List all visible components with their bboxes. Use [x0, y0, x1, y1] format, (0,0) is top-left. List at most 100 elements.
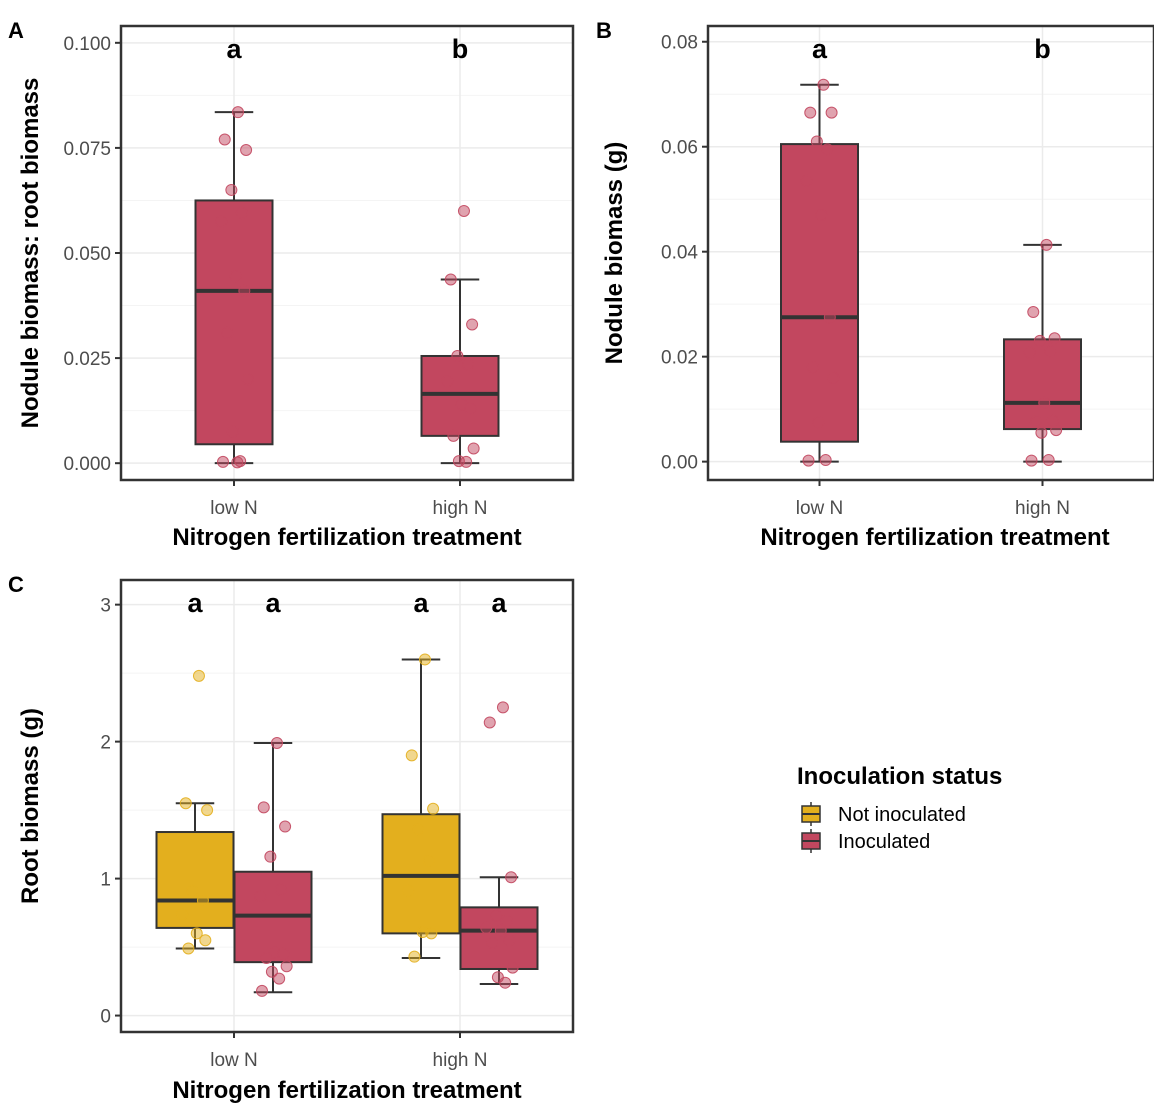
box: [155, 831, 235, 929]
data-point: [231, 106, 244, 119]
data-point: [1025, 454, 1038, 467]
data-point: [176, 908, 189, 921]
data-point: [464, 402, 477, 415]
y-tick-label: 0.050: [63, 244, 111, 265]
data-point: [277, 947, 290, 960]
data-point: [486, 936, 499, 949]
legend-key-not-inoculated: [801, 802, 821, 826]
panel-a: a b 0.000 0.025 0.050 0.075 0.100 low N high N Ni…: [8, 18, 575, 551]
data-point: [503, 934, 516, 947]
panel-letter: A: [8, 18, 24, 43]
x-tick-label: low N: [796, 498, 844, 519]
data-point: [496, 701, 509, 714]
data-point: [215, 215, 228, 228]
data-point: [425, 927, 438, 940]
data-point: [273, 972, 286, 985]
data-point: [225, 183, 238, 196]
y-tick-label: 0.000: [63, 454, 111, 475]
data-point: [402, 884, 415, 897]
data-point: [1050, 424, 1063, 437]
y-tick-label: 0.00: [661, 453, 698, 474]
y-tick-label: 0.075: [63, 139, 111, 160]
data-point: [1048, 332, 1061, 345]
data-point: [505, 871, 518, 884]
x-axis-title: Nitrogen fertilization treatment: [172, 524, 521, 551]
box: [194, 199, 274, 446]
data-point: [256, 984, 268, 997]
data-point: [182, 942, 195, 955]
y-tick-label: 0.025: [63, 349, 111, 370]
data-point: [447, 429, 460, 442]
significance-letter: b: [452, 34, 469, 64]
data-point: [241, 373, 254, 386]
data-point: [825, 106, 838, 119]
data-point: [186, 884, 199, 897]
data-point: [1029, 415, 1042, 428]
x-axis-title: Nitrogen fertilization treatment: [760, 524, 1109, 551]
significance-letter: a: [491, 588, 507, 618]
data-point: [218, 133, 231, 146]
data-point: [802, 454, 815, 467]
data-point: [422, 854, 435, 867]
data-point: [238, 284, 251, 297]
data-point: [480, 921, 493, 934]
data-point: [460, 455, 473, 468]
data-point: [817, 78, 830, 91]
y-tick-label: 0.04: [661, 243, 698, 264]
data-point: [226, 425, 239, 438]
legend-label-inoculated: Inoculated: [838, 831, 930, 853]
panel-border: [119, 578, 575, 1034]
data-point: [1038, 396, 1051, 409]
panel-c: a a a a 0 1 2 3 low N high N Nitrogen fertilizatio…: [8, 572, 575, 1103]
data-point: [405, 749, 418, 762]
significance-letter: b: [1034, 34, 1051, 64]
data-point: [196, 894, 209, 907]
data-point: [800, 174, 813, 187]
data-point: [412, 823, 425, 836]
data-point: [229, 270, 242, 283]
data-point: [461, 358, 474, 371]
data-point: [254, 890, 267, 903]
data-point: [1023, 346, 1036, 359]
y-axis-title: Nodule biomass (g): [601, 142, 628, 365]
y-tick-label: 0.100: [63, 34, 111, 55]
y-axis-title: Nodule biomass: root biomass: [17, 78, 44, 429]
data-point: [260, 952, 273, 965]
data-point: [280, 960, 293, 973]
significance-letter: a: [812, 34, 828, 64]
data-point: [179, 797, 192, 810]
data-point: [221, 326, 234, 339]
data-point: [815, 208, 828, 221]
box: [381, 813, 461, 935]
panel-b: a b 0.00 0.02 0.04 0.06 0.08 low N high N Nitroge…: [596, 18, 1154, 551]
x-tick-label: low N: [210, 498, 258, 519]
y-tick-label: 1: [100, 870, 111, 891]
data-point: [1044, 345, 1057, 358]
data-point: [231, 456, 244, 469]
data-point: [810, 135, 823, 148]
data-point: [190, 927, 203, 940]
y-axis-title: Root biomass (g): [17, 708, 44, 904]
y-tick-label: 3: [100, 596, 111, 617]
box: [780, 143, 859, 443]
legend-label-not-inoculated: Not inoculated: [838, 804, 966, 826]
data-point: [804, 106, 817, 119]
data-point: [240, 144, 253, 157]
y-tick-label: 0: [100, 1007, 111, 1028]
data-point: [1042, 454, 1055, 467]
panel-letter: C: [8, 572, 24, 597]
data-point: [201, 804, 214, 817]
data-point: [427, 802, 440, 815]
data-point: [441, 375, 454, 388]
box: [1003, 338, 1082, 431]
data-point: [451, 349, 464, 362]
data-point: [264, 850, 277, 863]
panel-border: [706, 24, 1154, 482]
significance-letter: a: [265, 588, 281, 618]
data-point: [494, 924, 507, 937]
x-tick-label: high N: [433, 498, 488, 519]
data-point: [408, 950, 421, 963]
data-point: [270, 736, 283, 749]
x-tick-label: high N: [1015, 498, 1070, 519]
data-point: [483, 716, 496, 729]
